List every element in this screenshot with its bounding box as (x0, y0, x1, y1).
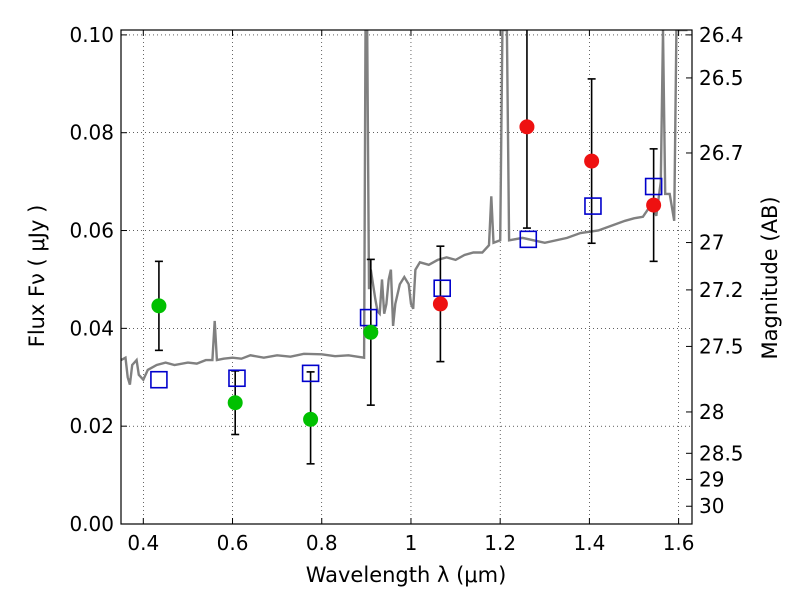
x-tick-label: 1 (405, 531, 418, 555)
model-point-square (584, 197, 602, 215)
model-point-square (301, 364, 320, 383)
magnitude-axis-label: Magnitude (AB) (758, 196, 782, 359)
magnitude-tick-label: 29 (699, 467, 724, 491)
y-axis-label: Flux Fν ( μJy ) (25, 205, 49, 348)
plot-frame (120, 29, 693, 525)
green-point (151, 298, 167, 314)
model-point-square (359, 308, 378, 327)
spectrum-path (121, 30, 688, 385)
magnitude-tick-label: 30 (699, 494, 724, 518)
y-tick-label: 0.06 (69, 219, 114, 243)
data-markers (150, 119, 663, 427)
model-point-square (150, 370, 168, 389)
y-tick-label: 0.00 (69, 512, 114, 536)
green-point (363, 324, 379, 340)
model-point-square (433, 279, 451, 298)
y-tick-label: 0.04 (69, 316, 114, 340)
grid (121, 30, 692, 524)
magnitude-tick-label: 27 (699, 231, 724, 255)
model-point-square (644, 177, 663, 196)
x-tick-label: 1.4 (573, 531, 605, 555)
green-point (227, 395, 243, 411)
magnitude-tick-label: 28.5 (699, 441, 744, 465)
x-tick-label: 0.4 (127, 531, 159, 555)
magnitude-tick-label: 27.5 (699, 334, 744, 358)
model-point-square (228, 369, 246, 388)
red-point (519, 119, 535, 135)
green-point (303, 411, 319, 427)
x-tick-label: 1.6 (663, 531, 695, 555)
magnitude-tick-label: 26.7 (699, 141, 744, 165)
axis-ticks: 0.4 0.6 0.8 1 1.2 1.4 1.6 0.00 0.02 0.04 0.06 0.08 0… (69, 23, 743, 555)
model-point-square (519, 230, 538, 249)
y-tick-label: 0.02 (69, 414, 114, 438)
magnitude-tick-label: 28 (699, 400, 724, 424)
x-tick-label: 1.2 (484, 531, 516, 555)
red-point (584, 153, 600, 169)
red-point (646, 197, 662, 213)
x-tick-label: 0.6 (217, 531, 249, 555)
magnitude-tick-label: 26.5 (699, 66, 744, 90)
y-tick-label: 0.08 (69, 121, 114, 145)
magnitude-tick-label: 27.2 (699, 278, 744, 302)
magnitude-tick-label: 26.4 (699, 23, 744, 47)
spectrum-line (121, 30, 688, 385)
y-tick-label: 0.10 (69, 23, 114, 47)
red-point (432, 296, 448, 312)
x-tick-label: 0.8 (306, 531, 338, 555)
x-axis-label: Wavelength λ (μm) (306, 563, 507, 587)
